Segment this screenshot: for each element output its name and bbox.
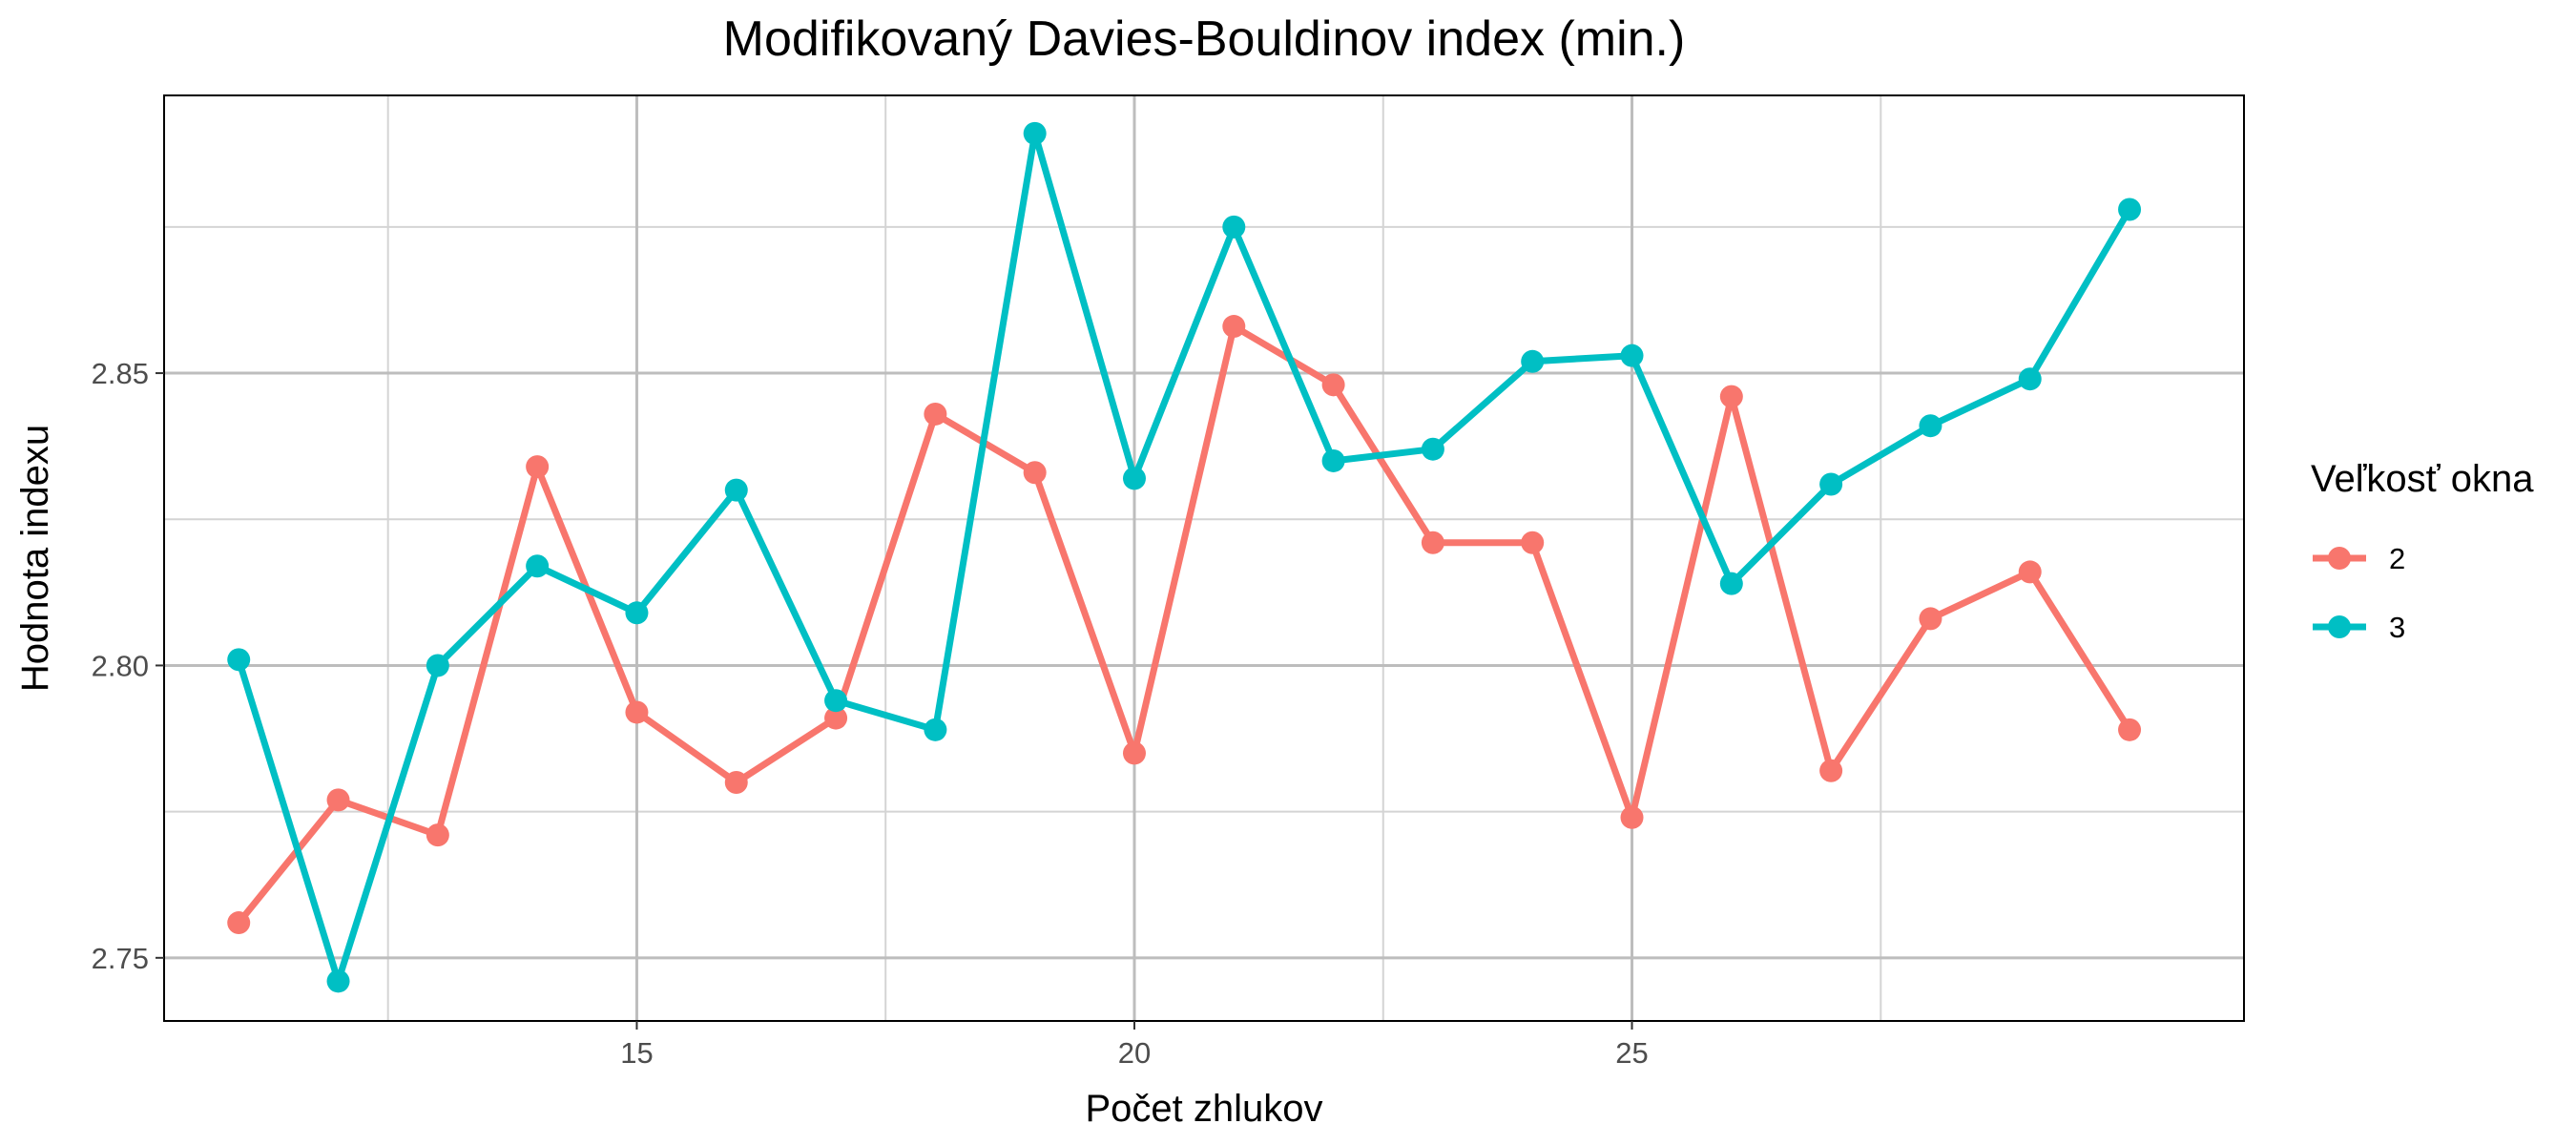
- data-point: [1819, 472, 1843, 496]
- legend-title: Veľkosť okna: [2311, 458, 2534, 500]
- data-point: [227, 911, 251, 935]
- data-point: [2018, 560, 2042, 584]
- data-point: [1620, 344, 1644, 367]
- y-axis: 2.75 2.80 2.85: [92, 357, 164, 975]
- data-point: [1620, 805, 1644, 829]
- data-point: [1521, 349, 1545, 373]
- x-axis: 15 20 25: [620, 1021, 1649, 1070]
- data-point: [526, 554, 550, 578]
- legend-label: 2: [2389, 542, 2405, 575]
- minor-gridlines: [164, 95, 2244, 1021]
- data-point: [1421, 531, 1444, 554]
- data-point: [1023, 121, 1047, 145]
- y-tick-label: 2.75: [92, 942, 149, 975]
- data-point: [2118, 718, 2142, 741]
- data-point: [824, 689, 848, 713]
- data-point: [724, 478, 748, 502]
- legend-label: 3: [2389, 611, 2405, 644]
- plot-panel: [163, 94, 2245, 1022]
- y-tick-label: 2.85: [92, 357, 149, 390]
- legend: Veľkosť okna 23: [2311, 458, 2534, 644]
- series-3: [227, 121, 2142, 993]
- data-point: [1421, 437, 1444, 461]
- data-point: [1023, 461, 1047, 485]
- data-point: [1521, 531, 1545, 554]
- data-point: [1222, 315, 1246, 339]
- legend-key-point: [2328, 547, 2351, 570]
- data-point: [326, 969, 350, 993]
- legend-items: 23: [2313, 542, 2405, 644]
- data-point: [724, 770, 748, 794]
- data-point: [625, 601, 649, 625]
- data-point: [1919, 414, 1942, 438]
- data-point: [2018, 367, 2042, 391]
- y-axis-title: Hodnota indexu: [14, 425, 56, 692]
- data-point: [426, 654, 449, 677]
- data-point: [1122, 741, 1146, 765]
- data-point: [1719, 572, 1743, 595]
- y-tick-label: 2.80: [92, 649, 149, 682]
- data-point: [1819, 759, 1843, 782]
- data-point: [1919, 607, 1942, 631]
- series-line: [235, 130, 2133, 985]
- data-point: [227, 648, 251, 672]
- major-gridlines: [164, 95, 2244, 1021]
- legend-item: 3: [2313, 611, 2405, 644]
- data-point: [526, 455, 550, 479]
- data-point: [2118, 198, 2142, 221]
- x-axis-title: Počet zhlukov: [1085, 1088, 1322, 1130]
- data-point: [1719, 385, 1743, 408]
- data-point: [326, 788, 350, 812]
- data-point: [824, 706, 848, 730]
- x-tick-label: 20: [1118, 1036, 1151, 1070]
- data-point: [1321, 373, 1345, 397]
- legend-key-point: [2328, 615, 2351, 638]
- series-line: [235, 323, 2133, 926]
- chart-title: Modifikovaný Davies-Bouldinov index (min…: [723, 11, 1686, 67]
- data-point: [924, 718, 947, 741]
- series-layer: [227, 121, 2142, 993]
- data-point: [924, 402, 947, 426]
- legend-item: 2: [2313, 542, 2405, 575]
- series-2: [227, 315, 2142, 935]
- data-point: [1321, 448, 1345, 472]
- data-point: [426, 823, 449, 847]
- x-tick-label: 25: [1615, 1036, 1648, 1070]
- data-point: [625, 700, 649, 724]
- data-point: [1222, 215, 1246, 239]
- data-point: [1122, 467, 1146, 490]
- x-tick-label: 15: [620, 1036, 653, 1070]
